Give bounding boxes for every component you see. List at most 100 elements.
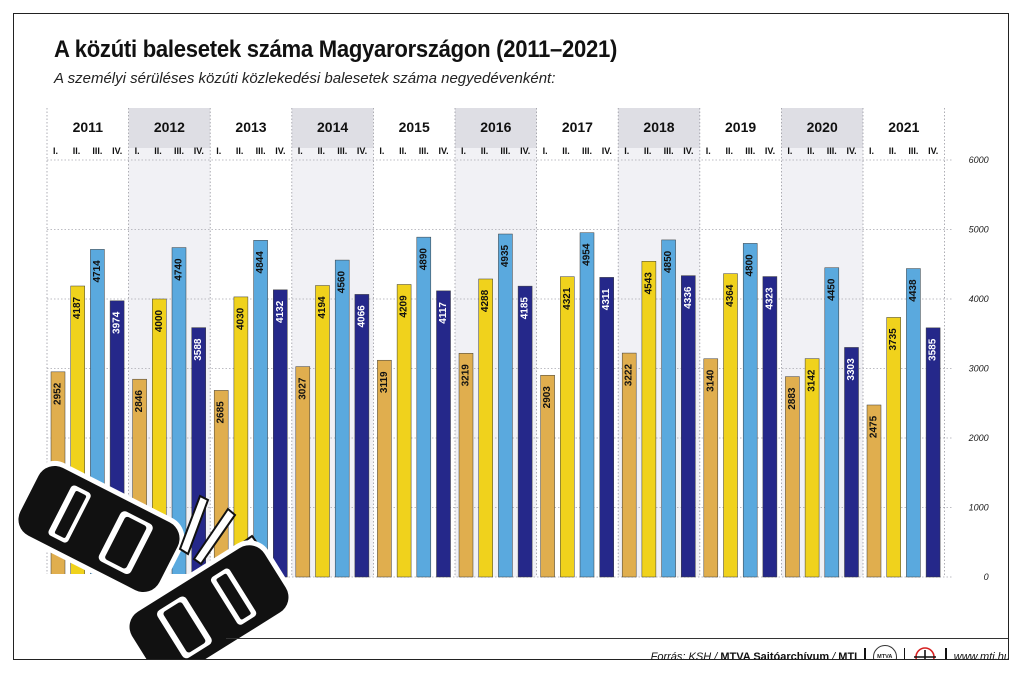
chart-title: A közúti balesetek száma Magyarországon … [54,36,618,63]
data-label: 3119 [379,371,390,393]
bar [681,275,696,578]
quarter-label: I. [543,146,548,156]
quarter-label: IV. [520,146,530,156]
quarter-label: IV. [683,146,693,156]
y-tick-label: 6000 [969,155,989,165]
year-label: 2015 [399,119,430,135]
quarter-label: I. [461,146,466,156]
data-label: 4132 [275,300,286,323]
data-label: 4800 [745,254,756,277]
year-label: 2011 [73,119,104,135]
bar [458,353,474,578]
data-label: 2883 [787,387,798,410]
bar [599,277,614,578]
bar [377,359,392,578]
y-tick-label: 4000 [969,294,989,304]
data-label: 4740 [174,258,185,281]
bar [742,243,758,578]
year-label: 2017 [562,119,593,135]
mtva-logo-icon: MTVA [872,645,897,659]
data-label: 4194 [317,296,328,319]
year-label: 2020 [807,119,838,135]
data-label: 4543 [643,272,654,295]
footer-rule [226,638,1008,639]
data-label: 3303 [846,358,857,381]
bar [354,294,370,578]
data-label: 4935 [500,244,511,267]
quarter-label: I. [135,146,140,156]
data-label: 4450 [826,278,837,301]
bar [703,358,719,578]
quarter-label: II. [154,146,162,156]
data-label: 3219 [461,364,472,387]
bar [844,347,859,578]
year-header-band [618,108,700,148]
data-label: 4311 [601,288,612,310]
bar [804,358,820,578]
year-header-band [455,108,537,148]
data-label: 3142 [807,369,818,392]
y-axis: 0 1000 2000 3000 4000 5000 6000 [968,155,989,582]
data-label: 2903 [542,386,553,409]
y-tick-label: 3000 [969,364,989,374]
bar [436,290,451,578]
data-label: 3027 [297,377,308,400]
bar [579,232,595,578]
year-label: 2021 [888,119,919,135]
year-label: 2012 [154,119,185,135]
archive-name: MTVA Sajtóarchívum [720,651,830,660]
quarter-label: IV. [275,146,285,156]
quarter-label: I. [869,146,874,156]
bar-chart: 2952 4187 4714 3974 2846 4000 4740 3588 2685 4030… [14,108,989,659]
bar [295,366,311,578]
bar [233,296,249,578]
bar [396,284,412,578]
data-labels: 2952 4187 4714 3974 2846 4000 4740 3588 2685 4030… [53,243,939,438]
mti-logo-icon [914,647,937,659]
data-label: 3974 [112,311,123,334]
source-credit: Forrás: KSH / MTVA Sajtóarchívum / MTI [651,651,858,660]
data-label: 4844 [255,251,266,274]
data-label: 2846 [134,390,145,413]
quarter-label: I. [787,146,792,156]
year-label: 2014 [317,119,348,135]
data-label: 3735 [888,328,899,351]
quarter-label: I. [298,146,303,156]
data-label: 3588 [193,338,204,361]
data-label: 4336 [683,286,694,309]
quarter-label: III. [745,146,755,156]
quarter-label: III. [419,146,429,156]
bar [661,239,676,578]
data-label: 4438 [908,279,919,302]
quarter-label: II. [481,146,489,156]
bar [785,376,800,578]
quarter-label: III. [337,146,347,156]
separator [903,648,906,659]
site-url: www.mti.hu [953,651,1009,660]
data-label: 4117 [438,302,449,324]
separator [945,648,947,659]
y-tick-label: 5000 [969,225,989,235]
bars [50,232,941,578]
data-label: 4364 [725,284,736,307]
quarter-label: II. [399,146,407,156]
bar [762,276,778,578]
quarter-label: III. [582,146,592,156]
quarter-label: IV. [357,146,367,156]
bar [478,278,493,578]
year-label: 2018 [643,119,674,135]
quarter-label: II. [807,146,815,156]
quarter-label: IV. [847,146,857,156]
data-label: 4000 [154,309,165,332]
bar [824,267,840,578]
data-label: 4187 [72,296,83,319]
quarter-label: IV. [602,146,612,156]
bar [723,273,738,578]
bar [560,276,575,578]
year-label: 2019 [725,119,756,135]
data-label: 2475 [869,415,880,438]
chart-subtitle: A személyi sérüléses közúti közlekedési … [54,70,556,87]
infographic-frame: A közúti balesetek száma Magyarországon … [13,13,1009,660]
mti-name: MTI [838,651,858,660]
data-label: 2685 [216,401,227,424]
